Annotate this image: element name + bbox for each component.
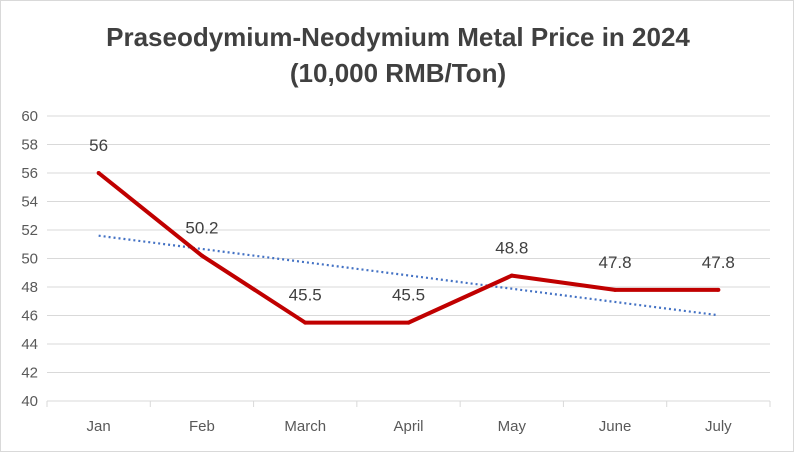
x-tick-label: Feb bbox=[189, 418, 215, 435]
y-tick-label: 48 bbox=[21, 279, 38, 296]
trendline bbox=[98, 234, 719, 317]
data-label: 47.8 bbox=[599, 253, 632, 272]
data-point bbox=[716, 287, 721, 292]
data-point bbox=[613, 287, 618, 292]
y-tick-label: 52 bbox=[21, 222, 38, 239]
x-tick-label: March bbox=[284, 418, 326, 435]
y-tick-label: 54 bbox=[21, 194, 38, 211]
data-point bbox=[96, 171, 101, 175]
y-tick-label: 50 bbox=[21, 251, 38, 268]
y-tick-label: 46 bbox=[21, 308, 38, 325]
y-tick-label: 60 bbox=[21, 108, 38, 125]
x-tick-label: Jan bbox=[87, 418, 111, 435]
data-point bbox=[199, 253, 204, 258]
y-tick-label: 44 bbox=[21, 336, 38, 353]
chart-title: Praseodymium-Neodymium Metal Price in 20… bbox=[1, 19, 794, 91]
x-tick-label: July bbox=[705, 418, 732, 435]
data-label: 50.2 bbox=[185, 219, 218, 238]
y-tick-label: 56 bbox=[21, 165, 38, 182]
data-point bbox=[303, 320, 308, 325]
y-tick-label: 42 bbox=[21, 365, 38, 382]
y-tick-label: 40 bbox=[21, 393, 38, 410]
data-label: 45.5 bbox=[392, 286, 425, 305]
data-label: 48.8 bbox=[495, 239, 528, 258]
data-point bbox=[509, 273, 514, 278]
y-tick-label: 58 bbox=[21, 137, 38, 154]
x-tick-label: April bbox=[393, 418, 423, 435]
x-tick-label: June bbox=[599, 418, 632, 435]
data-label: 47.8 bbox=[702, 253, 735, 272]
x-tick-label: May bbox=[498, 418, 527, 435]
data-point bbox=[406, 320, 411, 325]
data-label: 56 bbox=[89, 136, 108, 155]
chart-title-text: Praseodymium-Neodymium Metal Price in 20… bbox=[106, 22, 690, 52]
chart-subtitle-text: (10,000 RMB/Ton) bbox=[289, 58, 507, 88]
data-label: 45.5 bbox=[289, 286, 322, 305]
